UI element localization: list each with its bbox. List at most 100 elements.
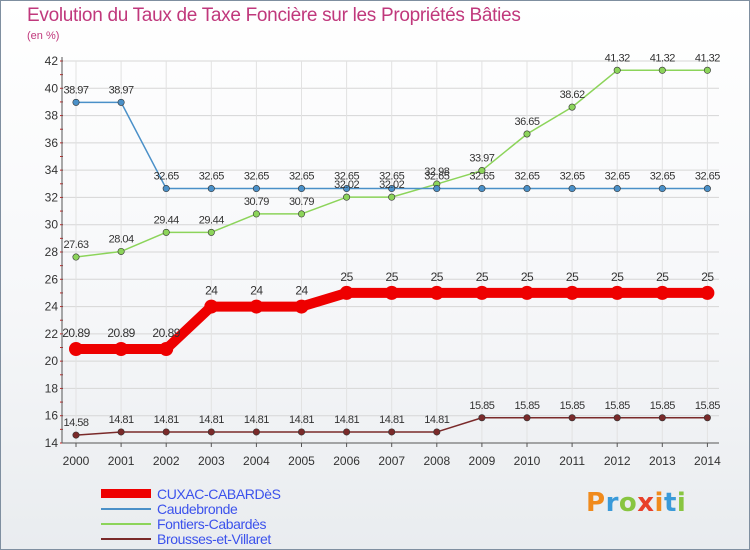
data-label: 32.65 (469, 171, 494, 183)
data-point (339, 285, 354, 300)
data-point (297, 210, 305, 218)
data-point (658, 185, 666, 193)
data-point (117, 247, 125, 255)
data-label: 25 (431, 270, 444, 284)
data-label: 14.81 (109, 414, 134, 426)
data-point (658, 66, 666, 74)
data-label: 32.65 (695, 171, 720, 183)
data-point (703, 414, 711, 422)
data-point (72, 253, 80, 261)
data-label: 25 (521, 270, 534, 284)
data-point (69, 342, 83, 357)
data-label: 25 (386, 270, 399, 284)
x-tick-label: 2008 (423, 454, 450, 468)
data-label: 15.85 (695, 400, 720, 412)
data-point (117, 428, 125, 436)
data-point (384, 285, 399, 300)
chart-title: Evolution du Taux de Taxe Foncière sur l… (27, 5, 521, 26)
data-label: 15.85 (650, 400, 675, 412)
data-label: 29.44 (199, 214, 224, 226)
y-tick-label: 34 (45, 163, 59, 177)
data-point (159, 342, 174, 357)
y-tick-label: 18 (45, 381, 59, 395)
data-label: 32.65 (650, 171, 675, 183)
data-point (568, 103, 576, 111)
logo-letter: i (676, 488, 687, 518)
data-label: 32.65 (334, 171, 359, 183)
data-point (520, 285, 534, 300)
x-tick-label: 2013 (649, 454, 676, 468)
data-point (72, 98, 80, 106)
logo-letter: r (605, 488, 619, 518)
x-tick-label: 2014 (694, 454, 721, 468)
data-point (613, 185, 621, 193)
logo-letter: o (618, 488, 638, 518)
data-label: 14.81 (424, 414, 449, 426)
data-point (343, 185, 351, 193)
data-point (343, 193, 351, 201)
x-tick-label: 2012 (604, 454, 631, 468)
data-point (207, 428, 215, 436)
data-label: 25 (701, 270, 714, 284)
data-point (297, 185, 305, 193)
x-tick-label: 2011 (559, 454, 585, 468)
data-point (523, 130, 531, 138)
data-label: 32.65 (199, 171, 224, 183)
data-label: 32.02 (334, 179, 359, 191)
data-label: 25 (656, 270, 669, 284)
y-tick-label: 36 (45, 136, 59, 150)
data-point (72, 431, 80, 439)
data-point (478, 414, 486, 422)
data-point (162, 228, 170, 236)
data-point (478, 185, 486, 193)
data-label: 38.97 (109, 84, 134, 96)
y-tick-label: 16 (45, 409, 59, 423)
data-label: 24 (250, 284, 263, 298)
data-point (700, 285, 715, 300)
data-label: 30.79 (244, 196, 269, 208)
data-point (523, 414, 531, 422)
x-tick-label: 2006 (333, 454, 360, 468)
data-label: 32.02 (379, 179, 404, 191)
data-point (658, 414, 666, 422)
data-label: 41.32 (605, 52, 630, 64)
data-label: 14.81 (379, 414, 404, 426)
data-label: 15.85 (560, 400, 585, 412)
data-label: 14.81 (244, 414, 269, 426)
x-tick-label: 2001 (108, 454, 135, 468)
y-tick-label: 28 (45, 245, 59, 259)
data-point (297, 428, 305, 436)
data-point (478, 167, 486, 175)
data-label: 30.79 (289, 196, 314, 208)
x-tick-label: 2000 (63, 454, 90, 468)
data-point (568, 414, 576, 422)
logo-letter: x (637, 488, 655, 518)
data-point (388, 193, 396, 201)
data-label: 33.97 (469, 153, 494, 165)
data-label: 32.65 (560, 171, 585, 183)
data-point (703, 66, 711, 74)
data-point (703, 185, 711, 193)
data-label: 32.65 (514, 171, 539, 183)
data-point (433, 428, 441, 436)
data-label: 27.63 (63, 239, 88, 251)
legend-swatch (101, 489, 151, 498)
y-tick-label: 20 (45, 354, 59, 368)
data-label: 14.81 (199, 414, 224, 426)
data-point (249, 299, 264, 314)
logo-letter: t (663, 488, 677, 518)
data-label: 32.65 (289, 171, 314, 183)
data-label: 32.65 (154, 171, 179, 183)
data-point (117, 98, 125, 106)
data-point (162, 185, 170, 193)
legend-swatch (101, 538, 151, 540)
legend-swatch (101, 523, 151, 525)
data-label: 29.44 (154, 214, 179, 226)
data-point (252, 210, 260, 218)
legend-label: Fontiers-Cabardès (157, 516, 267, 532)
data-label: 15.85 (514, 400, 539, 412)
x-tick-label: 2004 (243, 454, 270, 468)
data-point (204, 299, 219, 314)
x-tick-label: 2007 (378, 454, 405, 468)
